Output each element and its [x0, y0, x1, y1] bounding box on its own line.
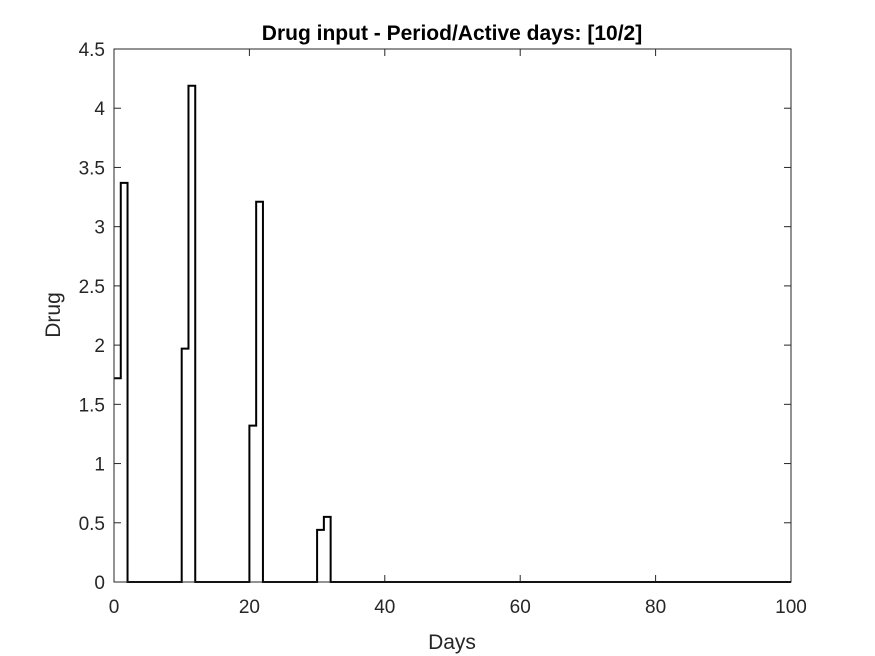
x-tick-label: 100: [775, 597, 807, 618]
x-tick-label: 0: [109, 597, 120, 618]
x-tick-label: 80: [645, 597, 666, 618]
tick-labels-layer: 0 20 40 60 80 100 0 0.5 1 1.5 2 2.5 3 3.5 4 4.5: [79, 40, 807, 618]
y-tick-label: 0: [94, 573, 105, 594]
x-tick-label: 20: [239, 597, 260, 618]
y-tick-label: 1.5: [79, 395, 105, 416]
x-axis-label: Days: [428, 631, 476, 654]
y-tick-label: 4.5: [79, 40, 105, 61]
y-tick-label: 0.5: [79, 514, 105, 535]
y-tick-label: 2: [94, 336, 105, 357]
y-tick-label: 1: [94, 455, 105, 476]
y-tick-label: 3.5: [79, 158, 105, 179]
axes-box: [113, 48, 792, 583]
y-tick-label: 2.5: [79, 277, 105, 298]
y-tick-label: 4: [94, 99, 105, 120]
plot-area-background: [114, 49, 791, 582]
x-tick-label: 60: [510, 597, 531, 618]
y-axis-label: Drug: [42, 292, 65, 338]
x-tick-label: 40: [374, 597, 395, 618]
chart-title: Drug input - Period/Active days: [10/2]: [262, 22, 642, 45]
series-line: [114, 84, 791, 583]
y-tick-label: 3: [94, 218, 105, 239]
